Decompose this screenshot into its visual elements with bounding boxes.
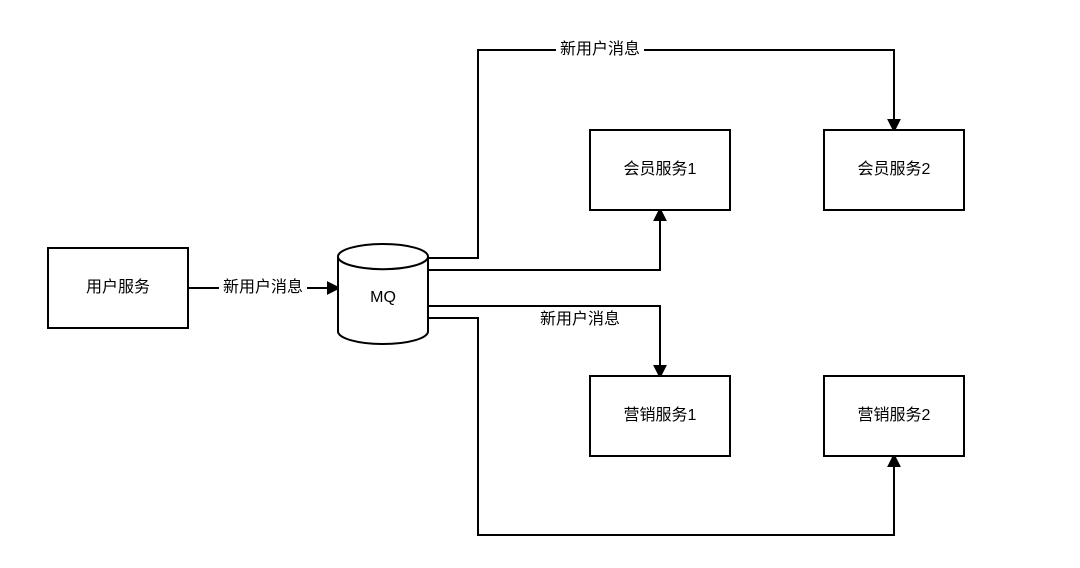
user_service-label: 用户服务: [86, 278, 150, 296]
member_service1-label: 会员服务1: [624, 160, 697, 178]
edge-e2: [428, 210, 660, 270]
mq-label: MQ: [370, 289, 396, 306]
member_service2-label: 会员服务2: [858, 160, 931, 178]
mq-top: [338, 244, 428, 269]
edge-e4-label: 新用户消息: [560, 40, 640, 58]
architecture-diagram: 用户服务MQ会员服务1会员服务2营销服务1营销服务2新用户消息新用户消息新用户消…: [0, 0, 1080, 568]
marketing_service1-label: 营销服务1: [624, 406, 697, 424]
edge-e3-label: 新用户消息: [540, 310, 620, 328]
edge-e1-label: 新用户消息: [223, 278, 303, 296]
marketing_service2-label: 营销服务2: [858, 406, 931, 424]
